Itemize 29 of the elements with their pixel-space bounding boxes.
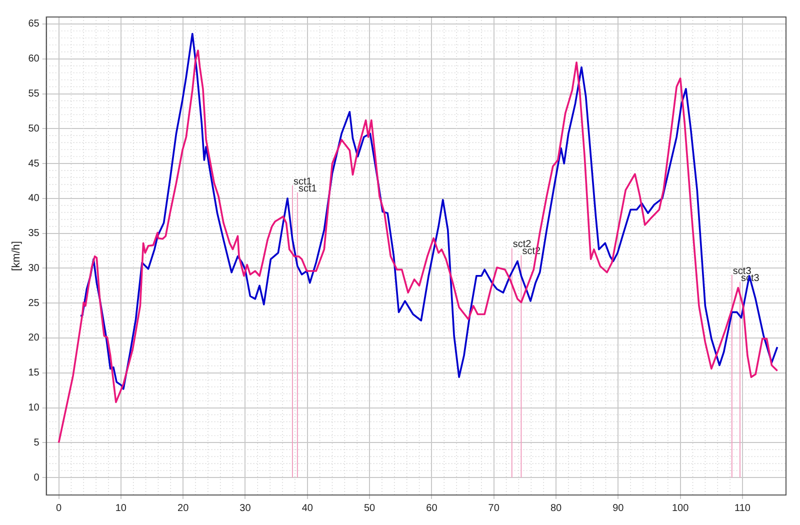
- ref-line-label: sct1: [298, 183, 318, 194]
- x-tick-label: 100: [672, 502, 690, 514]
- y-tick-label: 5: [34, 437, 40, 448]
- y-tick-label: 35: [28, 228, 40, 240]
- y-tick-label: 55: [28, 88, 40, 100]
- x-tick-label: 10: [115, 502, 127, 514]
- y-tick-label: 30: [28, 262, 40, 274]
- x-tick-label: 80: [550, 502, 562, 514]
- y-tick-label: 10: [28, 402, 40, 414]
- x-tick-label: 90: [612, 502, 624, 514]
- x-tick-label: 30: [240, 502, 252, 514]
- x-tick-label: 50: [364, 502, 376, 514]
- y-tick-label: 20: [28, 332, 40, 344]
- x-tick-label: 40: [302, 502, 314, 514]
- y-tick-label: 25: [28, 298, 40, 309]
- y-tick-label: 40: [28, 193, 40, 204]
- y-tick-label: 65: [28, 18, 40, 30]
- x-tick-label: 60: [426, 502, 438, 514]
- x-tick-label: 0: [56, 502, 62, 514]
- x-tick-label: 110: [734, 502, 751, 514]
- y-tick-label: 60: [28, 54, 40, 65]
- ref-line-label: sct3: [732, 266, 752, 277]
- y-tick-label: 50: [28, 123, 40, 134]
- y-tick-label: 0: [34, 472, 40, 484]
- y-tick-label: 15: [28, 368, 40, 379]
- y-axis-title: [km/h]: [10, 241, 23, 271]
- y-tick-label: 45: [28, 158, 40, 170]
- x-tick-label: 20: [178, 502, 190, 514]
- x-tick-label: 70: [488, 502, 500, 514]
